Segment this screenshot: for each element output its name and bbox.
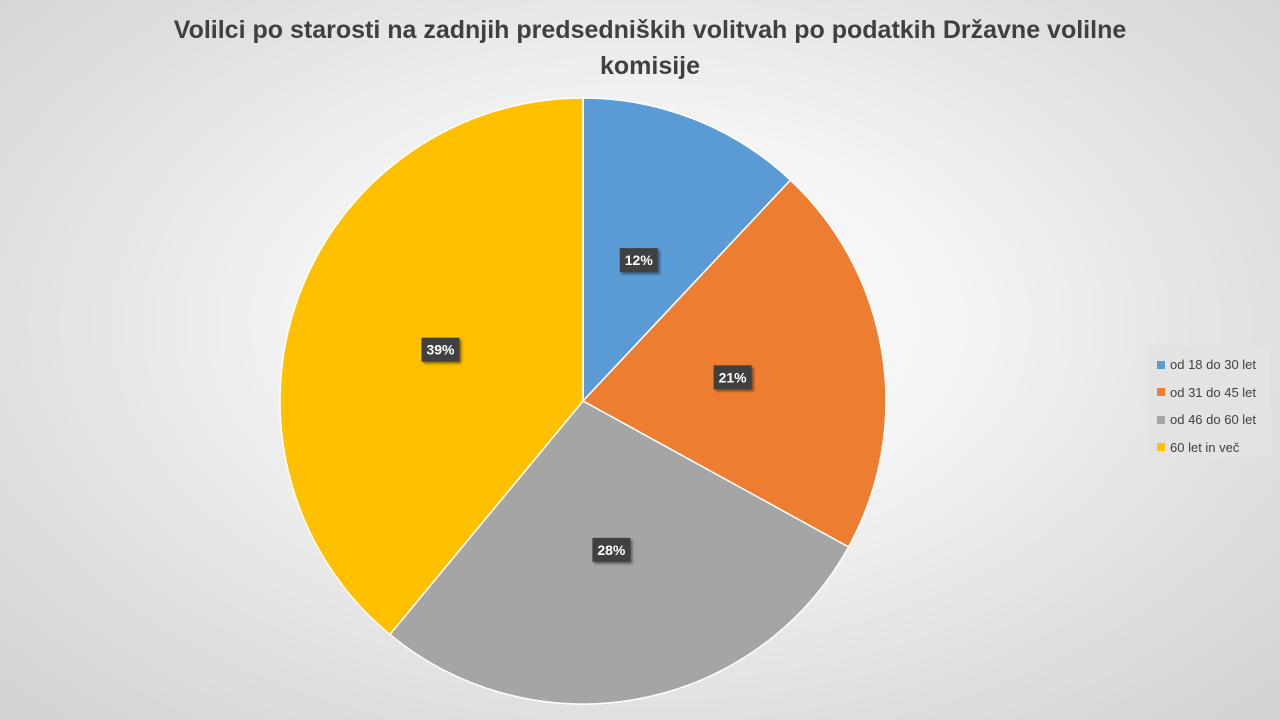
legend-swatch: [1157, 360, 1165, 369]
data-label: 21%: [713, 365, 752, 390]
legend-swatch: [1157, 388, 1165, 397]
data-label-text: 28%: [597, 542, 626, 558]
legend-item[interactable]: od 31 do 45 let: [1157, 379, 1271, 407]
data-label-text: 21%: [719, 369, 748, 385]
legend-label: od 31 do 45 let: [1170, 384, 1257, 400]
pie-slice[interactable]: [279, 97, 584, 636]
legend-swatch: [1157, 443, 1165, 452]
legend-item[interactable]: od 18 do 30 let: [1157, 351, 1271, 379]
data-label: 28%: [592, 537, 631, 562]
data-label: 12%: [619, 248, 658, 273]
chart-legend: od 18 do 30 let od 31 do 45 let od 46 do…: [1149, 345, 1271, 457]
chart-title: Volilci po starosti na zadnjih predsedni…: [173, 16, 1127, 80]
data-label-box: [713, 365, 752, 390]
legend-label: od 18 do 30 let: [1170, 357, 1257, 373]
data-label-box: [592, 537, 631, 562]
pie-slice[interactable]: [581, 179, 887, 548]
data-label: 39%: [421, 337, 460, 362]
pie-slices: [279, 97, 887, 705]
legend-label: od 46 do 60 let: [1170, 412, 1257, 428]
legend-label: 60 let in več: [1170, 439, 1240, 455]
legend-item[interactable]: od 46 do 60 let: [1157, 406, 1271, 434]
pie-slice[interactable]: [582, 97, 792, 403]
pie-data-labels: 12% 21% 28% 39%: [421, 248, 752, 562]
data-label-text: 12%: [625, 252, 654, 268]
legend-swatch: [1157, 415, 1165, 424]
legend-item[interactable]: 60 let in več: [1157, 434, 1271, 462]
data-label-text: 39%: [426, 342, 455, 358]
data-label-box: [421, 337, 460, 362]
data-label-box: [619, 248, 658, 273]
